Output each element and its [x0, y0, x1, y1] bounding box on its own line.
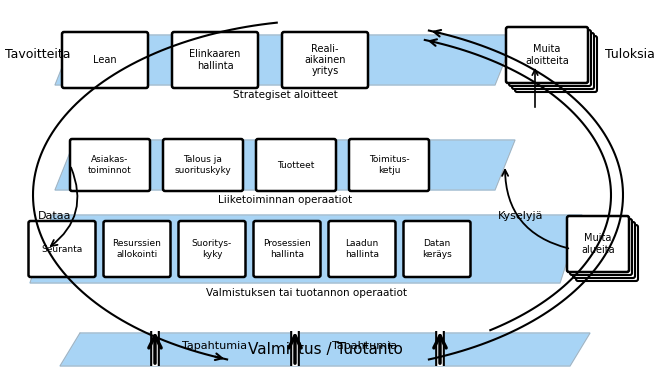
FancyBboxPatch shape — [403, 221, 470, 277]
Text: Toimitus-
ketju: Toimitus- ketju — [369, 155, 409, 174]
Text: Valmistus / Tuotanto: Valmistus / Tuotanto — [247, 342, 402, 357]
Polygon shape — [30, 215, 582, 283]
Text: Valmistuksen tai tuotannon operaatiot: Valmistuksen tai tuotannon operaatiot — [205, 288, 407, 298]
FancyBboxPatch shape — [512, 33, 594, 89]
Text: Tapahtumia: Tapahtumia — [333, 341, 398, 351]
FancyBboxPatch shape — [28, 221, 96, 277]
Text: Lean: Lean — [93, 55, 117, 65]
Text: Tavoitteita: Tavoitteita — [5, 49, 70, 61]
FancyBboxPatch shape — [282, 32, 368, 88]
Polygon shape — [55, 140, 515, 190]
Text: Elinkaaren
hallinta: Elinkaaren hallinta — [190, 49, 241, 70]
FancyBboxPatch shape — [570, 219, 632, 275]
Text: Reali-
aikainen
yritys: Reali- aikainen yritys — [304, 44, 346, 76]
Text: Strategiset aloitteet: Strategiset aloitteet — [233, 90, 337, 100]
Text: Prosessien
hallinta: Prosessien hallinta — [263, 240, 311, 258]
Text: Talous ja
suorituskyky: Talous ja suorituskyky — [174, 155, 232, 174]
Text: Tapahtumia: Tapahtumia — [182, 341, 247, 351]
FancyBboxPatch shape — [573, 222, 635, 278]
FancyBboxPatch shape — [178, 221, 245, 277]
FancyBboxPatch shape — [62, 32, 148, 88]
Text: Asiakas-
toiminnot: Asiakas- toiminnot — [88, 155, 132, 174]
FancyBboxPatch shape — [515, 36, 597, 92]
Text: Kyselyjä: Kyselyjä — [498, 211, 544, 221]
FancyBboxPatch shape — [104, 221, 171, 277]
Text: Resurssien
allokointi: Resurssien allokointi — [113, 240, 161, 258]
FancyBboxPatch shape — [567, 216, 629, 272]
Polygon shape — [55, 35, 515, 85]
Polygon shape — [60, 333, 590, 366]
Text: Laadun
hallinta: Laadun hallinta — [345, 240, 379, 258]
FancyBboxPatch shape — [349, 139, 429, 191]
FancyBboxPatch shape — [253, 221, 321, 277]
FancyBboxPatch shape — [506, 27, 588, 83]
FancyBboxPatch shape — [576, 225, 638, 281]
FancyBboxPatch shape — [70, 139, 150, 191]
Text: Tuloksia: Tuloksia — [605, 49, 655, 61]
FancyBboxPatch shape — [172, 32, 258, 88]
Text: Liiketoiminnan operaatiot: Liiketoiminnan operaatiot — [218, 195, 352, 205]
FancyBboxPatch shape — [329, 221, 396, 277]
Text: Seuranta: Seuranta — [41, 244, 83, 254]
Text: Muita
alueita: Muita alueita — [581, 233, 615, 255]
FancyBboxPatch shape — [256, 139, 336, 191]
FancyBboxPatch shape — [163, 139, 243, 191]
Text: Suoritys-
kyky: Suoritys- kyky — [192, 240, 232, 258]
Text: Datan
keräys: Datan keräys — [422, 240, 452, 258]
Text: Muita
aloitteita: Muita aloitteita — [525, 44, 569, 66]
Text: Tuotteet: Tuotteet — [277, 160, 315, 169]
FancyBboxPatch shape — [509, 30, 591, 86]
Text: Dataa: Dataa — [38, 211, 72, 221]
